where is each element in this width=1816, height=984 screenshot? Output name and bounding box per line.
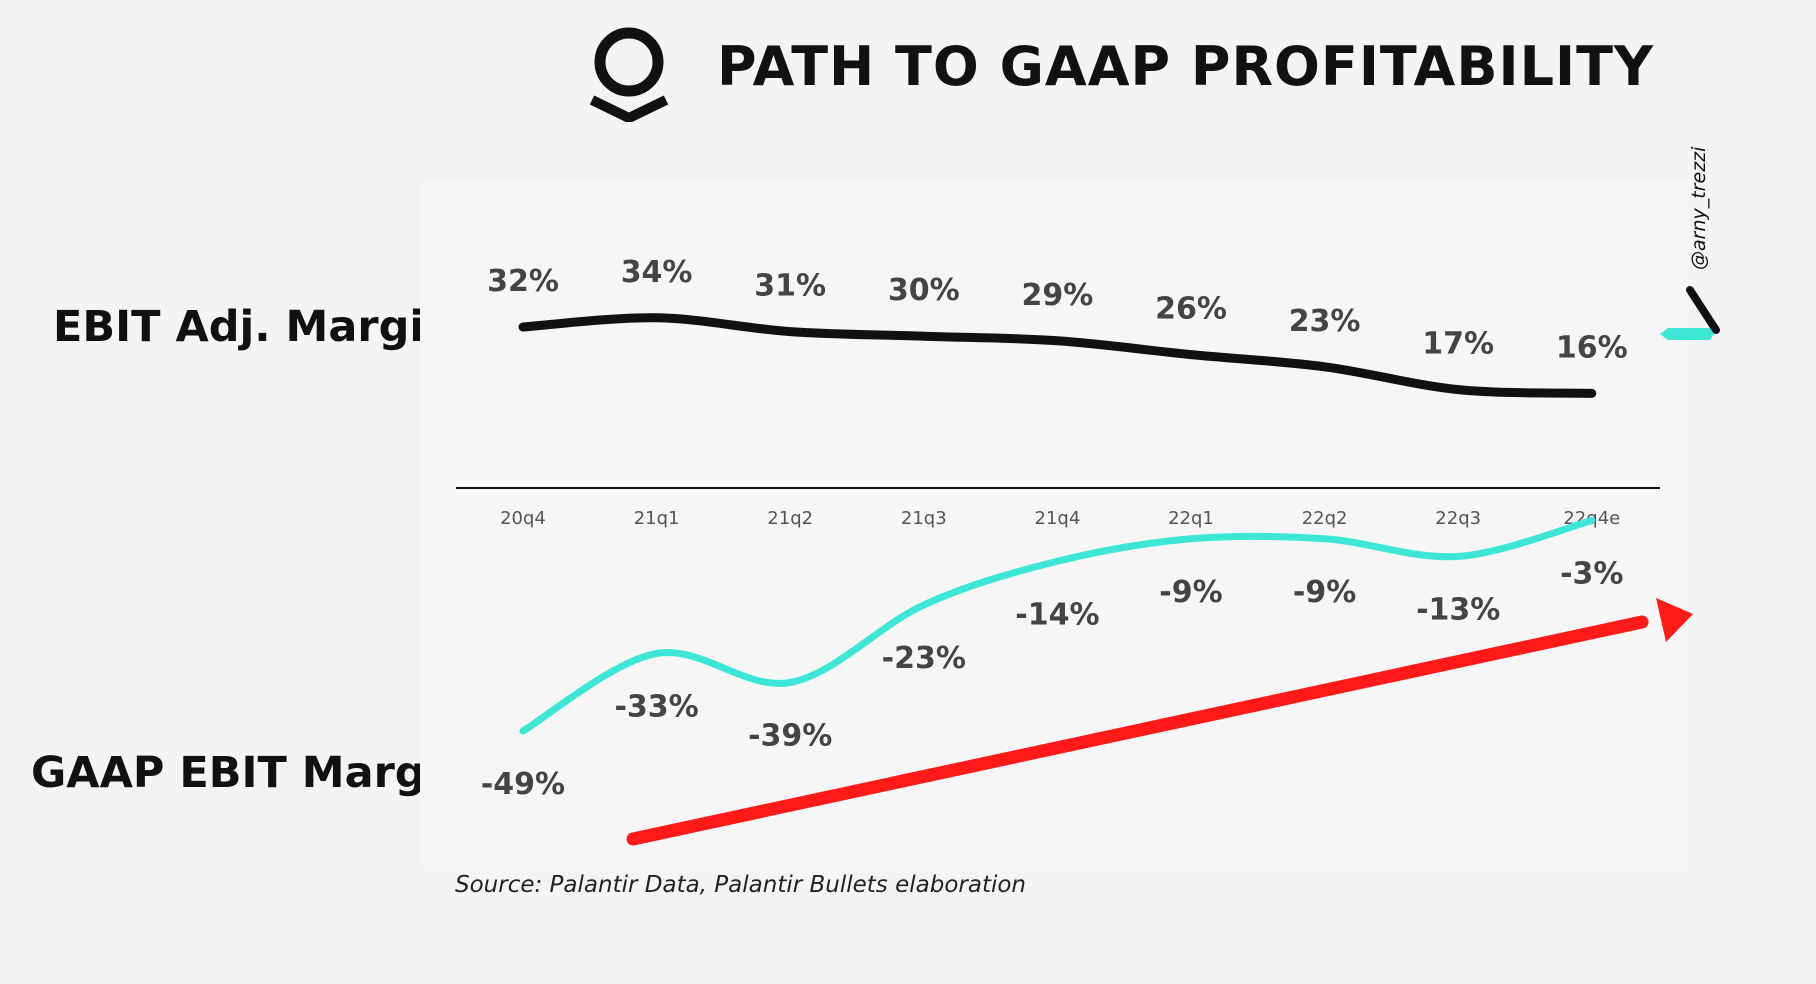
x-tick-label: 22q1 [1168,508,1214,529]
trend-arrow [626,598,1693,846]
x-tick-label: 21q3 [901,508,947,529]
gaap-margin-data-label: -3% [1560,557,1623,592]
gaap-margin-data-label: -49% [481,767,565,802]
adj-margin-data-label: 23% [1289,304,1361,339]
adj-margin-data-label: 31% [754,269,826,304]
trend-arrow-head [1656,598,1693,642]
x-tick-labels: 20q4 21q1 21q2 21q3 21q4 22q1 22q2 22q3 22q4e [500,508,1620,529]
gaap-margin-data-labels: -49% -33% -39% -23% -14% -9% -9% -13% -3% [481,557,1624,803]
x-tick-label: 20q4 [500,508,546,529]
adj-margin-data-label: 26% [1155,292,1227,327]
adj-margin-data-label: 29% [1021,278,1093,313]
adj-margin-data-label: 16% [1556,330,1628,365]
credit-handle: @arny_trezzi [1688,146,1710,270]
gaap-margin-data-label: -23% [882,641,966,676]
gaap-margin-data-label: -33% [614,689,698,724]
trend-arrow-shaft [626,615,1649,846]
gaap-margin-data-label: -14% [1015,597,1099,632]
adj-margin-data-label: 30% [888,273,960,308]
x-tick-label: 22q3 [1435,508,1481,529]
adj-margin-data-labels: 32% 34% 31% 30% 29% 26% 23% 17% 16% [487,255,1628,366]
adj-margin-label: EBIT Adj. Margin [53,302,455,352]
gaap-margin-data-label: -13% [1416,592,1500,627]
x-tick-label: 21q1 [634,508,680,529]
gaap-margin-data-label: -9% [1293,575,1356,610]
adj-margin-series-line [518,313,1597,398]
x-tick-label: 22q2 [1302,508,1348,529]
gaap-margin-data-label: -39% [748,719,832,754]
source-note: Source: Palantir Data, Palantir Bullets … [455,872,1027,898]
gaap-margin-series-line [519,517,1596,735]
x-tick-label: 21q2 [767,508,813,529]
credit-mark-icon [1660,286,1720,340]
page-title: PATH TO GAAP PROFITABILITY [717,35,1655,98]
gaap-margin-data-label: -9% [1159,575,1222,610]
adj-margin-data-label: 17% [1422,327,1494,362]
adj-margin-data-label: 34% [621,255,693,290]
chart-panel [420,180,1690,870]
adj-margin-data-label: 32% [487,264,559,299]
palantir-logo-icon [589,27,669,122]
x-tick-label: 21q4 [1035,508,1081,529]
gaap-margin-label: GAAP EBIT Margin [31,748,471,798]
